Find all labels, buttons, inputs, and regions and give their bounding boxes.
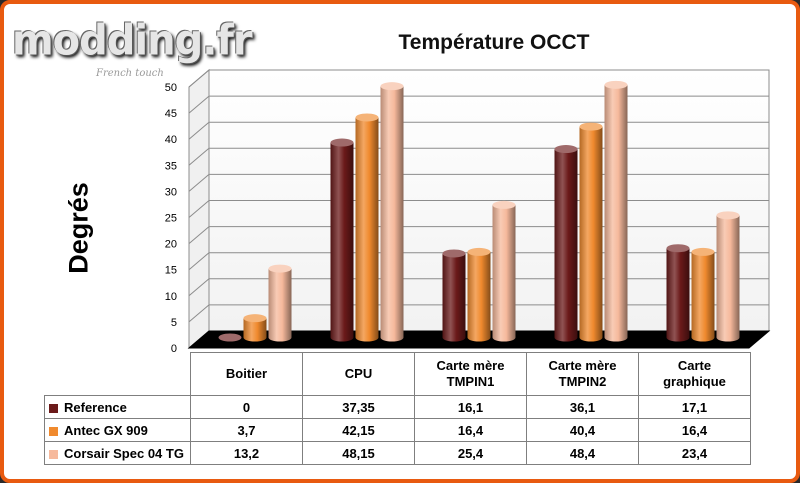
category-label: CPU	[302, 352, 415, 396]
legend-swatch	[49, 403, 58, 413]
bar	[330, 138, 354, 342]
table-header-row: Boitier CPU Carte mère TMPIN1 Carte mère TMPI…	[44, 352, 751, 396]
gridline	[188, 69, 769, 88]
legend-swatch	[49, 449, 58, 459]
data-label: 37,35	[302, 395, 415, 419]
y-tick-label: 25	[165, 213, 177, 225]
category-label-line: Carte mère	[548, 358, 617, 373]
category-label-line: CPU	[344, 366, 373, 381]
series-name: Corsair Spec 04 TG	[64, 445, 184, 461]
y-tick-label: 40	[165, 134, 177, 146]
bar	[604, 80, 628, 342]
bar	[579, 122, 603, 342]
y-tick-label: 10	[165, 291, 177, 303]
y-tick-label: 50	[165, 82, 177, 94]
y-tick-label: 0	[171, 343, 177, 355]
table-row: Antec GX 909 3,7 42,15 16,4 40,4 16,4	[44, 418, 751, 442]
data-label: 16,4	[414, 418, 527, 442]
gridline	[188, 121, 769, 140]
series-name: Reference	[64, 399, 127, 415]
table-row: Corsair Spec 04 TG 13,2 48,15 25,4 48,4 23,4	[44, 441, 751, 465]
table-corner-cell	[44, 352, 191, 396]
data-label: 42,15	[302, 418, 415, 442]
data-label: 13,2	[190, 441, 303, 465]
bar	[666, 244, 690, 342]
bar	[716, 211, 740, 342]
legend-swatch	[49, 426, 58, 436]
y-tick-label: 45	[165, 108, 177, 120]
data-label: 48,4	[526, 441, 639, 465]
legend-entry: Corsair Spec 04 TG	[44, 441, 191, 465]
data-label: 17,1	[638, 395, 751, 419]
y-tick-label: 30	[165, 186, 177, 198]
bar-chart-plot: 0 5 10 15 20 25 30 35 40 45 50	[165, 68, 771, 355]
y-tick-label: 15	[165, 265, 177, 277]
y-tick-label: 20	[165, 239, 177, 251]
data-label: 16,4	[638, 418, 751, 442]
legend-entry: Reference	[44, 395, 191, 419]
category-label-line: Carte mère	[436, 358, 505, 373]
data-label: 3,7	[190, 418, 303, 442]
category-label-line: Boitier	[225, 366, 268, 381]
category-label-line: Carte	[677, 358, 712, 373]
category-label-line: TMPIN1	[446, 374, 495, 389]
series-name: Antec GX 909	[64, 422, 148, 438]
bar	[243, 314, 267, 342]
data-label: 23,4	[638, 441, 751, 465]
data-label: 0	[190, 395, 303, 419]
y-tick-label: 35	[165, 160, 177, 172]
bar	[380, 82, 404, 342]
bar	[218, 333, 242, 342]
bar	[492, 200, 516, 342]
data-label: 40,4	[526, 418, 639, 442]
category-label: Carte graphique	[638, 352, 751, 396]
bar	[442, 249, 466, 342]
category-label: Carte mère TMPIN1	[414, 352, 527, 396]
data-label: 16,1	[414, 395, 527, 419]
logo-tagline: French touch	[96, 68, 164, 79]
chart-title: Température OCCT	[398, 31, 590, 54]
table-row: Reference 0 37,35 16,1 36,1 17,1	[44, 395, 751, 419]
y-tick-label: 5	[171, 317, 177, 329]
data-label: 25,4	[414, 441, 527, 465]
category-label: Boitier	[190, 352, 303, 396]
category-label-line: graphique	[663, 374, 726, 389]
bar	[691, 247, 715, 342]
category-label: Carte mère TMPIN2	[526, 352, 639, 396]
category-label-line: TMPIN2	[558, 374, 607, 389]
data-label: 48,15	[302, 441, 415, 465]
bar	[268, 264, 292, 342]
site-logo: modding.fr	[12, 16, 253, 66]
legend-entry: Antec GX 909	[44, 418, 191, 442]
data-table: Boitier CPU Carte mère TMPIN1 Carte mère TMPI…	[44, 352, 751, 465]
bar	[554, 145, 578, 342]
gridline	[188, 95, 769, 114]
data-label: 36,1	[526, 395, 639, 419]
bar	[467, 247, 491, 342]
bar	[355, 113, 379, 342]
